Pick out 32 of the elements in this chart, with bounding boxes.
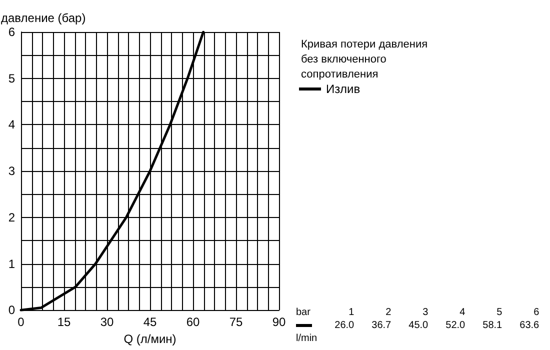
text: 63.6 bbox=[518, 319, 540, 332]
x-tick-label: 45 bbox=[143, 315, 157, 330]
x-tick-label: 30 bbox=[100, 315, 114, 330]
text: 5 bbox=[496, 306, 502, 319]
text: 26.0 bbox=[334, 319, 354, 332]
x-axis-title: Q (л/мин) bbox=[124, 332, 176, 346]
x-tick-label: 75 bbox=[229, 315, 243, 330]
text: 6 bbox=[532, 306, 540, 319]
text: 52.0 bbox=[444, 319, 466, 332]
text: 4 bbox=[458, 306, 466, 319]
text: 1 bbox=[348, 306, 354, 319]
text: 2 bbox=[384, 306, 392, 319]
x-tick-label: 60 bbox=[186, 315, 200, 330]
text: 45.0 bbox=[408, 319, 428, 332]
y-tick-label: 2 bbox=[8, 210, 16, 224]
text: 36.7 bbox=[370, 319, 392, 332]
y-tick-label: 1 bbox=[8, 256, 16, 271]
text: 58.1 bbox=[482, 319, 502, 332]
y-tick-label: 5 bbox=[8, 71, 16, 86]
y-axis-title: давление (бар) bbox=[1, 11, 86, 25]
x-tick-label: 0 bbox=[18, 315, 25, 330]
x-tick-label: 15 bbox=[57, 315, 71, 330]
y-tick-label: 6 bbox=[8, 25, 16, 39]
y-tick-label: 4 bbox=[8, 118, 16, 132]
text: l/min bbox=[296, 332, 318, 345]
x-tick-label: 90 bbox=[272, 315, 286, 330]
legend-label: Излив bbox=[326, 82, 360, 96]
text: 3 bbox=[422, 306, 428, 319]
text: bar bbox=[296, 306, 312, 319]
y-tick-label: 0 bbox=[8, 303, 16, 318]
y-tick-label: 3 bbox=[8, 164, 16, 178]
text: Кривая потери давления без включенного сопротивления bbox=[301, 38, 431, 80]
